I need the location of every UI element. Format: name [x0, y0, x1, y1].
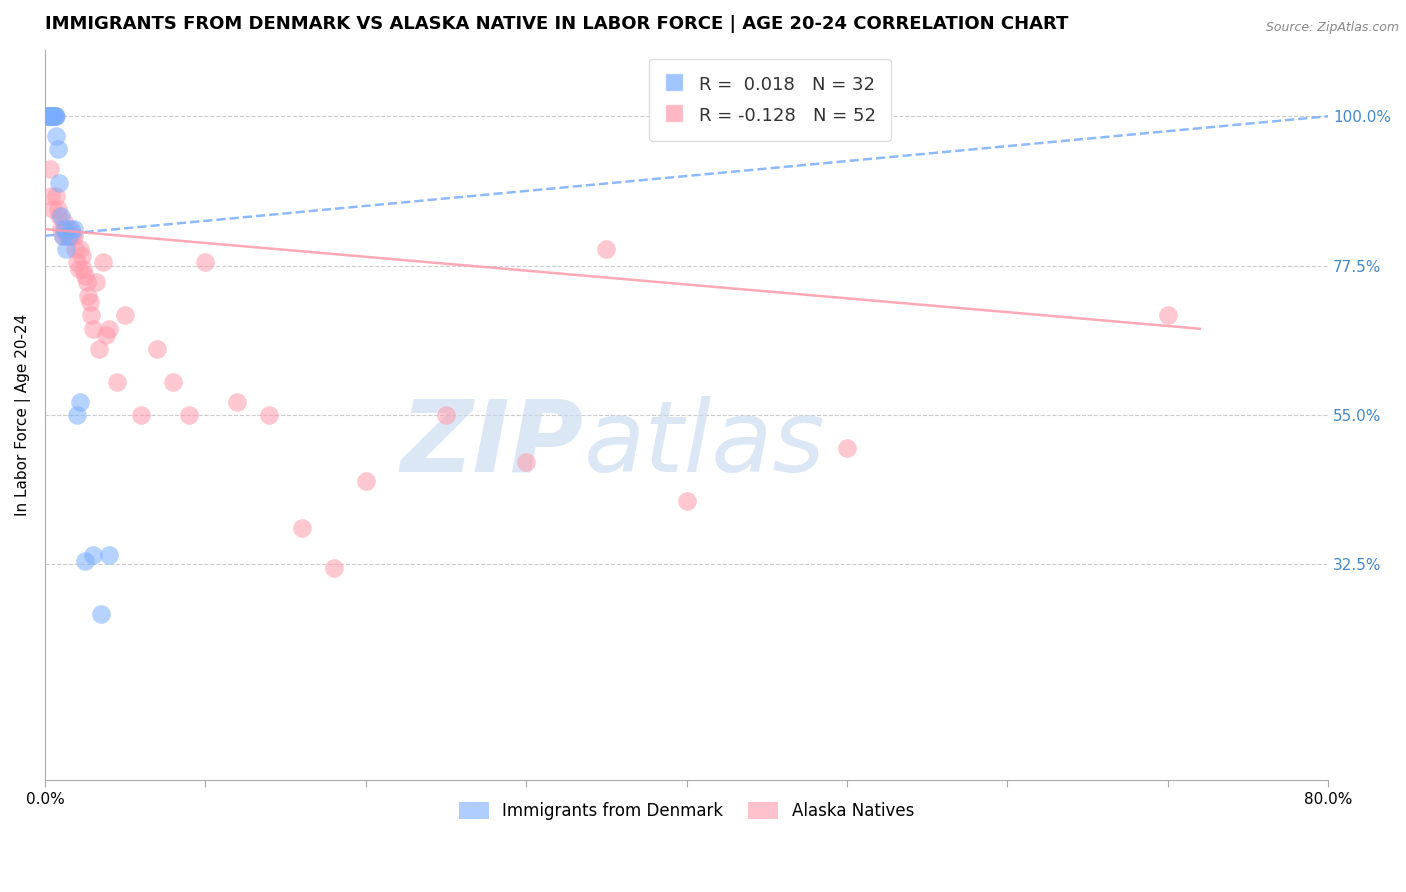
Point: [69, 394, 91, 409]
Point: [42, 109, 65, 123]
Point: [42, 202, 65, 217]
Point: [84, 275, 107, 289]
Point: [38, 109, 60, 123]
Point: [65, 242, 87, 256]
Point: [49, 209, 72, 223]
Point: [56, 228, 79, 243]
Point: [44, 109, 66, 123]
Point: [59, 222, 82, 236]
Point: [58, 222, 80, 236]
Point: [66, 408, 89, 422]
Point: [62, 222, 84, 236]
Point: [55, 242, 77, 256]
Point: [90, 607, 112, 622]
Point: [38, 162, 60, 177]
Point: [354, 475, 377, 489]
Point: [45, 109, 67, 123]
Point: [62, 228, 84, 243]
Point: [44, 109, 66, 123]
Point: [595, 242, 617, 256]
Point: [66, 255, 89, 269]
Point: [82, 322, 104, 336]
Point: [60, 228, 83, 243]
Point: [39, 109, 62, 123]
Point: [226, 394, 249, 409]
Point: [98, 548, 121, 562]
Text: ZIP: ZIP: [401, 396, 583, 492]
Text: IMMIGRANTS FROM DENMARK VS ALASKA NATIVE IN LABOR FORCE | AGE 20-24 CORRELATION : IMMIGRANTS FROM DENMARK VS ALASKA NATIVE…: [45, 15, 1069, 33]
Point: [1157, 309, 1180, 323]
Point: [39, 109, 62, 123]
Point: [129, 408, 152, 422]
Y-axis label: In Labor Force | Age 20-24: In Labor Force | Age 20-24: [15, 314, 31, 516]
Point: [44, 109, 66, 123]
Point: [38, 109, 60, 123]
Point: [53, 215, 76, 229]
Point: [105, 375, 128, 389]
Point: [53, 222, 76, 236]
Point: [70, 249, 93, 263]
Point: [146, 342, 169, 356]
Legend: Immigrants from Denmark, Alaska Natives: Immigrants from Denmark, Alaska Natives: [453, 796, 921, 827]
Point: [38, 109, 60, 123]
Point: [515, 454, 537, 468]
Point: [58, 228, 80, 243]
Point: [37, 109, 59, 123]
Point: [73, 268, 96, 283]
Point: [45, 129, 67, 144]
Point: [51, 228, 73, 243]
Point: [46, 143, 69, 157]
Point: [38, 109, 60, 123]
Point: [37, 109, 59, 123]
Point: [162, 375, 184, 389]
Point: [259, 408, 281, 422]
Point: [79, 295, 101, 310]
Point: [35, 109, 58, 123]
Point: [91, 255, 114, 269]
Point: [77, 288, 100, 302]
Point: [55, 222, 77, 236]
Point: [46, 202, 69, 217]
Point: [49, 222, 72, 236]
Text: atlas: atlas: [583, 396, 825, 492]
Point: [89, 342, 111, 356]
Point: [42, 109, 65, 123]
Point: [73, 554, 96, 568]
Point: [67, 262, 90, 277]
Point: [37, 109, 59, 123]
Point: [94, 328, 117, 343]
Point: [69, 242, 91, 256]
Point: [194, 255, 217, 269]
Point: [82, 548, 104, 562]
Point: [76, 275, 98, 289]
Point: [72, 262, 94, 277]
Point: [675, 494, 697, 508]
Point: [45, 189, 67, 203]
Point: [179, 408, 201, 422]
Point: [98, 322, 121, 336]
Point: [48, 176, 70, 190]
Point: [434, 408, 457, 422]
Point: [48, 209, 70, 223]
Point: [114, 309, 136, 323]
Point: [322, 561, 344, 575]
Point: [835, 442, 858, 456]
Point: [51, 228, 73, 243]
Point: [39, 109, 62, 123]
Point: [290, 521, 312, 535]
Text: Source: ZipAtlas.com: Source: ZipAtlas.com: [1265, 21, 1399, 34]
Point: [39, 189, 62, 203]
Point: [59, 228, 82, 243]
Point: [42, 109, 65, 123]
Point: [80, 309, 103, 323]
